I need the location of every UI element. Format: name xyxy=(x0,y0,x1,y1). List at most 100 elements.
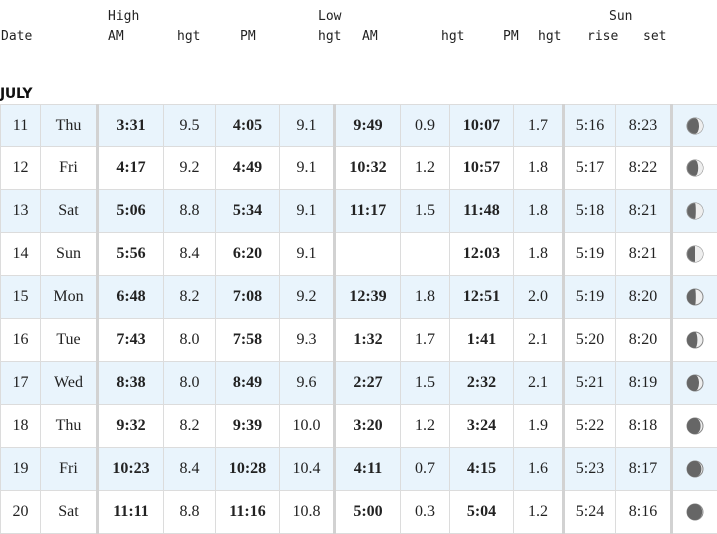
low-pm-height: 1.6 xyxy=(514,448,564,491)
low-am-height: 0.7 xyxy=(401,448,450,491)
sunrise-time: 5:19 xyxy=(564,276,616,319)
header-low-pm: PM xyxy=(503,29,519,45)
low-pm-height: 1.9 xyxy=(514,405,564,448)
high-pm-height: 9.3 xyxy=(280,319,335,362)
header-high-am-hgt: hgt xyxy=(177,29,200,45)
high-am-time: 4:17 xyxy=(98,147,164,190)
sunset-time: 8:20 xyxy=(616,276,672,319)
high-am-height: 9.2 xyxy=(164,147,216,190)
header-date: Date xyxy=(1,29,32,45)
high-pm-height: 9.1 xyxy=(280,147,335,190)
low-am-time: 11:17 xyxy=(335,190,401,233)
sunrise-time: 5:23 xyxy=(564,448,616,491)
sunset-time: 8:21 xyxy=(616,190,672,233)
high-pm-time: 7:08 xyxy=(216,276,280,319)
high-pm-height: 9.1 xyxy=(280,190,335,233)
low-am-time xyxy=(335,233,401,276)
high-pm-height: 9.1 xyxy=(280,233,335,276)
weekday-cell: Tue xyxy=(41,319,98,362)
high-pm-height: 9.6 xyxy=(280,362,335,405)
header-low: Low xyxy=(318,9,341,25)
header-high-pm-hgt: hgt xyxy=(318,29,341,45)
low-pm-height: 1.8 xyxy=(514,147,564,190)
date-cell: 18 xyxy=(1,405,41,448)
high-am-time: 9:32 xyxy=(98,405,164,448)
moon-phase-cell xyxy=(672,362,717,405)
high-am-height: 8.8 xyxy=(164,491,216,534)
sunrise-time: 5:19 xyxy=(564,233,616,276)
date-cell: 20 xyxy=(1,491,41,534)
waxing-gibbous-icon xyxy=(685,330,705,350)
sunrise-time: 5:20 xyxy=(564,319,616,362)
high-am-height: 9.5 xyxy=(164,105,216,147)
sunset-time: 8:21 xyxy=(616,233,672,276)
low-am-time: 2:27 xyxy=(335,362,401,405)
low-pm-time: 5:04 xyxy=(450,491,514,534)
low-am-time: 5:00 xyxy=(335,491,401,534)
low-pm-time: 3:24 xyxy=(450,405,514,448)
high-am-time: 6:48 xyxy=(98,276,164,319)
moon-phase-cell xyxy=(672,491,717,534)
first-quarter-icon xyxy=(685,244,705,264)
sunset-time: 8:19 xyxy=(616,362,672,405)
low-pm-time: 12:51 xyxy=(450,276,514,319)
first-quarter-icon xyxy=(685,201,705,221)
high-pm-height: 10.0 xyxy=(280,405,335,448)
low-am-height: 0.9 xyxy=(401,105,450,147)
low-am-height: 1.7 xyxy=(401,319,450,362)
high-am-time: 10:23 xyxy=(98,448,164,491)
weekday-cell: Sat xyxy=(41,190,98,233)
high-pm-time: 6:20 xyxy=(216,233,280,276)
moon-phase-cell xyxy=(672,319,717,362)
high-am-time: 3:31 xyxy=(98,105,164,147)
sunset-time: 8:23 xyxy=(616,105,672,147)
low-am-time: 12:39 xyxy=(335,276,401,319)
high-pm-time: 4:49 xyxy=(216,147,280,190)
high-pm-time: 11:16 xyxy=(216,491,280,534)
low-pm-height: 1.8 xyxy=(514,233,564,276)
header-high: High xyxy=(108,9,139,25)
high-pm-time: 5:34 xyxy=(216,190,280,233)
header-low-pm-hgt: hgt xyxy=(538,29,561,45)
low-am-height xyxy=(401,233,450,276)
waxing-gibbous-icon xyxy=(685,459,705,479)
low-pm-height: 2.0 xyxy=(514,276,564,319)
sunrise-time: 5:24 xyxy=(564,491,616,534)
high-pm-time: 7:58 xyxy=(216,319,280,362)
low-am-height: 0.3 xyxy=(401,491,450,534)
sunrise-time: 5:16 xyxy=(564,105,616,147)
high-am-height: 8.0 xyxy=(164,362,216,405)
column-header: High Low Sun Date AM hgt PM hgt AM hgt P… xyxy=(0,0,717,100)
high-pm-height: 9.2 xyxy=(280,276,335,319)
sunset-time: 8:18 xyxy=(616,405,672,448)
low-am-time: 1:32 xyxy=(335,319,401,362)
high-am-height: 8.0 xyxy=(164,319,216,362)
high-am-height: 8.4 xyxy=(164,448,216,491)
header-high-pm: PM xyxy=(240,29,256,45)
sunset-time: 8:22 xyxy=(616,147,672,190)
high-pm-height: 9.1 xyxy=(280,105,335,147)
high-am-time: 11:11 xyxy=(98,491,164,534)
high-pm-height: 10.8 xyxy=(280,491,335,534)
low-pm-height: 1.2 xyxy=(514,491,564,534)
waxing-gibbous-icon xyxy=(685,373,705,393)
first-quarter-icon xyxy=(685,287,705,307)
moon-phase-cell xyxy=(672,448,717,491)
high-pm-time: 4:05 xyxy=(216,105,280,147)
sunrise-time: 5:17 xyxy=(564,147,616,190)
date-cell: 12 xyxy=(1,147,41,190)
high-pm-time: 10:28 xyxy=(216,448,280,491)
header-low-am-hgt: hgt xyxy=(441,29,464,45)
high-am-time: 5:56 xyxy=(98,233,164,276)
weekday-cell: Fri xyxy=(41,147,98,190)
high-am-height: 8.2 xyxy=(164,276,216,319)
moon-phase-cell xyxy=(672,405,717,448)
low-am-time: 4:11 xyxy=(335,448,401,491)
high-am-height: 8.2 xyxy=(164,405,216,448)
